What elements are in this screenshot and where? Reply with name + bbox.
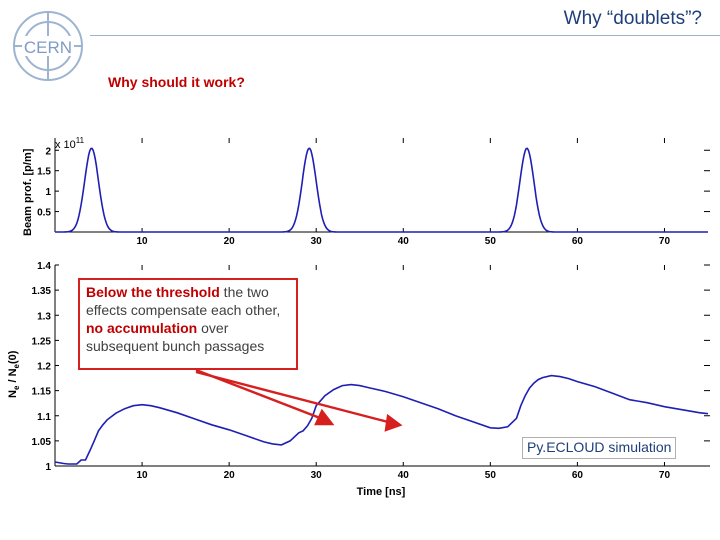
callout-text-1: the two effects compensate each other, bbox=[86, 284, 281, 318]
top-y-axis-label: Beam prof. [p/m] bbox=[22, 148, 34, 236]
bot-y-tick-label-6: 1.3 bbox=[37, 311, 51, 322]
callout-text-2: over subsequent bunch passages bbox=[86, 320, 265, 354]
callout-arrows bbox=[195, 368, 403, 432]
top-x-tick-label-40: 40 bbox=[398, 236, 410, 247]
bottom-x-ticks: 10 20 30 40 50 60 70 bbox=[137, 265, 671, 481]
page-subtitle: Why should it work? bbox=[108, 74, 245, 90]
threshold-callout: Below the threshold the two effects comp… bbox=[78, 278, 298, 370]
bot-x-tick-label-40: 40 bbox=[398, 470, 410, 481]
top-x-tick-label-20: 20 bbox=[224, 236, 236, 247]
simulation-label: Py.ECLOUD simulation bbox=[522, 437, 677, 459]
bot-x-tick-label-60: 60 bbox=[572, 470, 584, 481]
top-y-tick-label-2: 1.5 bbox=[37, 167, 51, 178]
bot-y-tick-label-4: 1.2 bbox=[37, 362, 51, 373]
top-y-tick-label-0: 0.5 bbox=[37, 208, 51, 219]
bottom-x-axis-label: Time [ns] bbox=[357, 486, 406, 498]
cern-logo: CERN bbox=[13, 11, 83, 81]
arrow-to-decay bbox=[195, 370, 389, 424]
bot-x-tick-label-50: 50 bbox=[485, 470, 497, 481]
cern-logo-text: CERN bbox=[24, 38, 72, 57]
header-divider bbox=[90, 35, 720, 36]
bot-y-tick-label-1: 1.05 bbox=[32, 437, 52, 448]
beam-profile-series-line bbox=[55, 147, 708, 233]
callout-highlight-accumulation: no accumulation bbox=[86, 320, 198, 336]
top-x-tick-label-30: 30 bbox=[311, 236, 323, 247]
bot-x-tick-label-30: 30 bbox=[311, 470, 323, 481]
bot-x-tick-label-10: 10 bbox=[137, 470, 149, 481]
bot-x-tick-label-20: 20 bbox=[224, 470, 236, 481]
top-y-multiplier: x 1011 bbox=[55, 136, 85, 151]
bot-y-tick-label-5: 1.25 bbox=[32, 336, 52, 347]
page-title: Why “doublets”? bbox=[563, 8, 702, 29]
bot-y-tick-label-8: 1.4 bbox=[37, 261, 51, 272]
bot-x-tick-label-70: 70 bbox=[659, 470, 671, 481]
top-y-ticks: 0.5 1 1.5 2 bbox=[37, 146, 710, 219]
bot-y-tick-label-0: 1 bbox=[45, 462, 51, 473]
bot-y-tick-label-7: 1.35 bbox=[32, 286, 52, 297]
bottom-y-axis-label: Ne / Ne(0) bbox=[7, 350, 21, 398]
top-x-ticks: 10 20 30 40 50 60 70 bbox=[137, 138, 671, 247]
bot-y-tick-label-3: 1.15 bbox=[32, 387, 52, 398]
electron-density-series-line bbox=[54, 374, 709, 465]
top-x-tick-label-60: 60 bbox=[572, 236, 584, 247]
beam-profile-chart: x 1011 Beam prof. [p/m] 0.5 1 1.5 2 10 20 30 4… bbox=[22, 136, 710, 247]
simulation-charts: x 1011 Beam prof. [p/m] 0.5 1 1.5 2 10 20 30 4… bbox=[7, 136, 710, 498]
top-x-tick-label-10: 10 bbox=[137, 236, 149, 247]
arrow-to-rise-head bbox=[314, 408, 335, 426]
top-y-tick-label-1: 1 bbox=[45, 187, 51, 198]
callout-highlight-threshold: Below the threshold bbox=[86, 284, 220, 300]
top-x-tick-label-70: 70 bbox=[659, 236, 671, 247]
top-y-tick-label-3: 2 bbox=[45, 146, 51, 157]
electron-density-chart: Ne / Ne(0) Time [ns] 1 1.05 1.1 1.15 1.2 1.25… bbox=[7, 261, 710, 498]
arrow-to-decay-head bbox=[384, 413, 403, 432]
bot-y-tick-label-2: 1.1 bbox=[37, 412, 51, 423]
bottom-y-ticks: 1 1.05 1.1 1.15 1.2 1.25 1.3 1.35 1.4 bbox=[32, 261, 710, 473]
top-x-tick-label-50: 50 bbox=[485, 236, 497, 247]
